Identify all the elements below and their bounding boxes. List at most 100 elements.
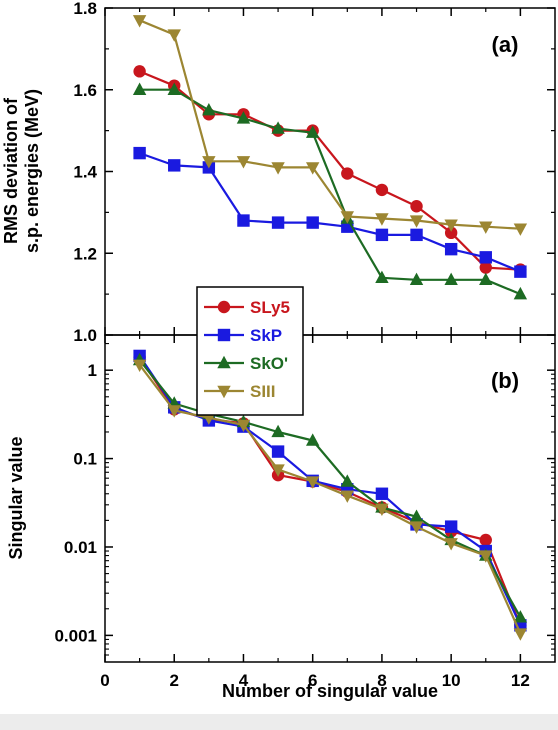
b-point-siii <box>305 476 320 489</box>
panel-b-label: (b) <box>491 368 519 393</box>
legend-marker-siii <box>217 385 231 399</box>
panel-a-label: (a) <box>492 32 519 57</box>
a-point-siii <box>202 156 216 169</box>
legend-marker-skp <box>217 328 231 342</box>
a-point-skp <box>479 251 492 264</box>
legend-marker-sly5 <box>217 300 231 314</box>
a-point-sly5 <box>341 167 354 180</box>
a-y-tick-label: 1.8 <box>73 0 97 18</box>
panel-b-series <box>132 349 528 641</box>
a-point-skp <box>375 228 389 242</box>
a-series-line-siii <box>139 19 521 230</box>
a-point-sko <box>202 102 216 116</box>
a-point-siii <box>132 15 147 28</box>
b-point-siii <box>409 521 424 534</box>
b-point-sko <box>271 424 285 438</box>
b-point-siii <box>340 490 355 503</box>
a-point-siii <box>409 215 424 228</box>
a-series-line-sly5 <box>139 70 521 271</box>
a-point-sly5 <box>410 200 423 213</box>
a-point-siii <box>479 221 493 234</box>
a-point-skp <box>410 228 423 242</box>
a-point-skp <box>444 242 458 256</box>
a-series-line-skp <box>139 152 521 273</box>
a-point-skp <box>237 214 250 227</box>
panel-b-ticks: 0 2 4 6 8 10 12 0.001 0.01 0.1 1 <box>54 335 555 690</box>
a-point-sko <box>513 286 528 300</box>
a-point-siii <box>167 29 181 42</box>
a-point-sly5 <box>444 226 458 240</box>
b-point-sly5 <box>479 533 492 547</box>
a-point-sko <box>305 125 320 138</box>
a-series-line-sko <box>139 88 521 296</box>
panel-a-ylabel-line-1: RMS deviation of <box>1 97 21 244</box>
bottom-strip <box>0 714 558 730</box>
panel-a-ylabel-line-2: s.p. energies (MeV) <box>22 89 42 253</box>
b-point-siii <box>271 464 285 477</box>
x-tick-label: 10 <box>442 671 461 690</box>
a-point-skp <box>306 216 319 229</box>
a-point-siii <box>340 211 355 224</box>
a-point-sko <box>444 272 458 286</box>
a-point-sko <box>236 111 251 124</box>
a-point-sko <box>409 272 424 286</box>
b-point-siii <box>513 628 528 641</box>
x-axis-label: Number of singular value <box>222 681 438 701</box>
b-series-line-siii <box>138 364 522 634</box>
a-point-siii <box>305 162 320 175</box>
panel-b-frame <box>104 334 556 663</box>
legend-box <box>196 286 304 416</box>
a-y-tick-label: 1.4 <box>73 163 97 182</box>
x-tick-label: 4 <box>239 671 249 690</box>
b-point-sko <box>409 509 424 522</box>
a-point-siii <box>513 223 528 236</box>
b-y-tick-label: 0.1 <box>73 450 97 469</box>
a-point-sly5 <box>133 65 146 78</box>
legend-marker-sko <box>217 355 231 369</box>
x-tick-label: 6 <box>308 671 317 690</box>
a-point-sly5 <box>479 261 492 274</box>
b-point-skp <box>444 520 458 533</box>
b-y-tick-label: 1 <box>88 361 97 380</box>
b-point-siii <box>132 359 147 373</box>
x-tick-label: 12 <box>511 671 530 690</box>
panel-a-ticks: 1.0 1.2 1.4 1.6 1.8 <box>73 0 555 345</box>
a-point-sko <box>479 272 493 286</box>
b-y-tick-label: 0.001 <box>54 626 97 645</box>
b-point-sko <box>513 610 528 623</box>
legend-label-skp: SkP <box>250 326 282 345</box>
a-point-siii <box>236 156 251 169</box>
panel-b-ylabel: Singular value <box>6 436 26 559</box>
x-tick-label: 0 <box>100 671 109 690</box>
b-point-sko <box>340 474 355 487</box>
a-point-sko <box>132 82 147 95</box>
a-point-skp <box>133 146 146 160</box>
legend: SLy5 SkP SkO' SIII <box>196 286 304 416</box>
a-point-skp <box>271 216 285 229</box>
a-point-siii <box>375 213 389 226</box>
panel-a-series <box>132 15 528 300</box>
a-point-skp <box>514 265 527 278</box>
panel-a: 1.0 1.2 1.4 1.6 1.8 (a) RMS deviation of s.p… <box>1 0 556 345</box>
legend-label-siii: SIII <box>250 382 276 401</box>
b-point-siii <box>375 503 389 517</box>
b-point-skp <box>271 445 285 458</box>
a-y-tick-label: 1.2 <box>73 244 97 263</box>
b-point-siii <box>479 550 493 563</box>
b-y-tick-label: 0.01 <box>64 538 97 557</box>
a-y-tick-label: 1.6 <box>73 81 97 100</box>
a-point-sko <box>375 270 389 283</box>
panel-b: 0 2 4 6 8 10 12 0.001 0.01 0.1 1 (b) Singular valu… <box>6 334 556 701</box>
a-point-sko <box>167 82 181 95</box>
a-point-sko <box>271 121 285 134</box>
legend-label-sko: SkO' <box>250 354 288 373</box>
x-tick-label: 2 <box>169 671 178 690</box>
b-point-siii <box>236 419 251 433</box>
a-point-sly5 <box>375 183 389 197</box>
b-point-sko <box>305 433 320 446</box>
b-point-siii <box>444 538 458 551</box>
x-tick-label: 8 <box>377 671 386 690</box>
a-point-skp <box>168 159 181 172</box>
a-point-siii <box>271 162 285 175</box>
